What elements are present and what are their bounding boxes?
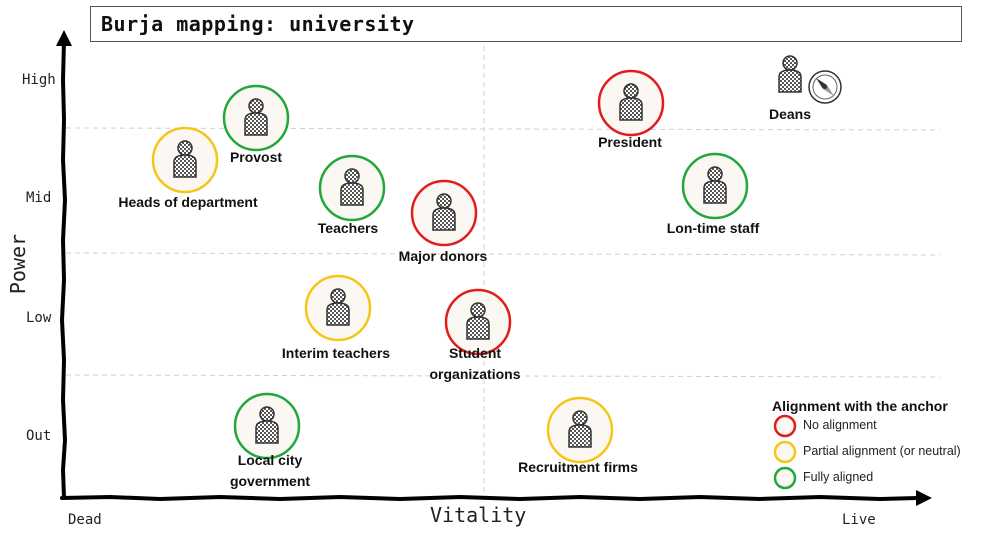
grid-line-high-mid [65,127,941,131]
person-icon [173,140,197,178]
node-label-longtime: Lon-time staff [666,220,760,236]
x-tick-live: Live [842,512,876,528]
node-students [444,288,512,356]
grid-line-mid-low [65,252,941,256]
legend-marker-full [773,466,797,490]
y-axis-arrowhead [56,30,72,46]
node-label-heads: Heads of department [118,194,258,210]
node-president [597,69,665,137]
legend-label-partial: Partial alignment (or neutral) [803,444,961,458]
title-box: Burja mapping: university [90,6,962,42]
x-axis-arrowhead [916,490,932,506]
y-axis-label: Power [6,233,31,295]
person-icon [568,410,592,448]
person-icon [255,406,279,444]
node-teachers [318,154,386,222]
grid-lines [65,46,941,496]
y-tick-low: Low [26,310,52,326]
node-interim [304,274,372,342]
node-longtime [681,152,749,220]
person-icon [466,302,490,340]
person-icon [326,288,350,326]
node-heads [151,126,219,194]
x-axis-label: Vitality [430,503,527,527]
person-icon [340,168,364,206]
person-icon [244,98,268,136]
y-axis-line [60,38,67,500]
person-icon [778,55,802,93]
node-label-recruit: Recruitment firms [518,459,638,475]
legend-title: Alignment with the anchor [772,398,948,414]
node-label-teachers: Teachers [317,220,379,236]
nodes-layer [151,55,842,464]
person-icon [619,83,643,121]
node-deans [778,55,842,104]
node-label-provost: Provost [229,149,283,165]
node-localgov [233,392,301,460]
node-label-donors: Major donors [398,248,488,264]
legend-markers [773,414,797,490]
x-tick-dead: Dead [68,512,102,528]
legend-marker-none [773,414,797,438]
person-icon [432,193,456,231]
person-icon [703,166,727,204]
node-provost [222,84,290,152]
y-tick-high: High [22,72,56,88]
y-tick-mid: Mid [26,190,52,206]
y-tick-out: Out [26,428,52,444]
node-recruit [546,396,614,464]
grid-line-low-out [65,374,941,378]
node-label-deans: Deans [768,106,812,122]
diagram-title: Burja mapping: university [101,12,415,36]
legend-label-none: No alignment [803,418,877,432]
node-label-students: Student organizations [429,345,521,382]
node-donors [410,179,478,247]
node-label-interim: Interim teachers [281,345,391,361]
node-label-president: President [598,134,662,150]
compass-icon [808,70,842,104]
node-label-localgov: Local city government [229,452,311,489]
legend-label-full: Fully aligned [803,470,874,484]
legend-marker-partial [773,440,797,464]
x-axis-line [60,495,920,501]
axes [60,38,920,501]
